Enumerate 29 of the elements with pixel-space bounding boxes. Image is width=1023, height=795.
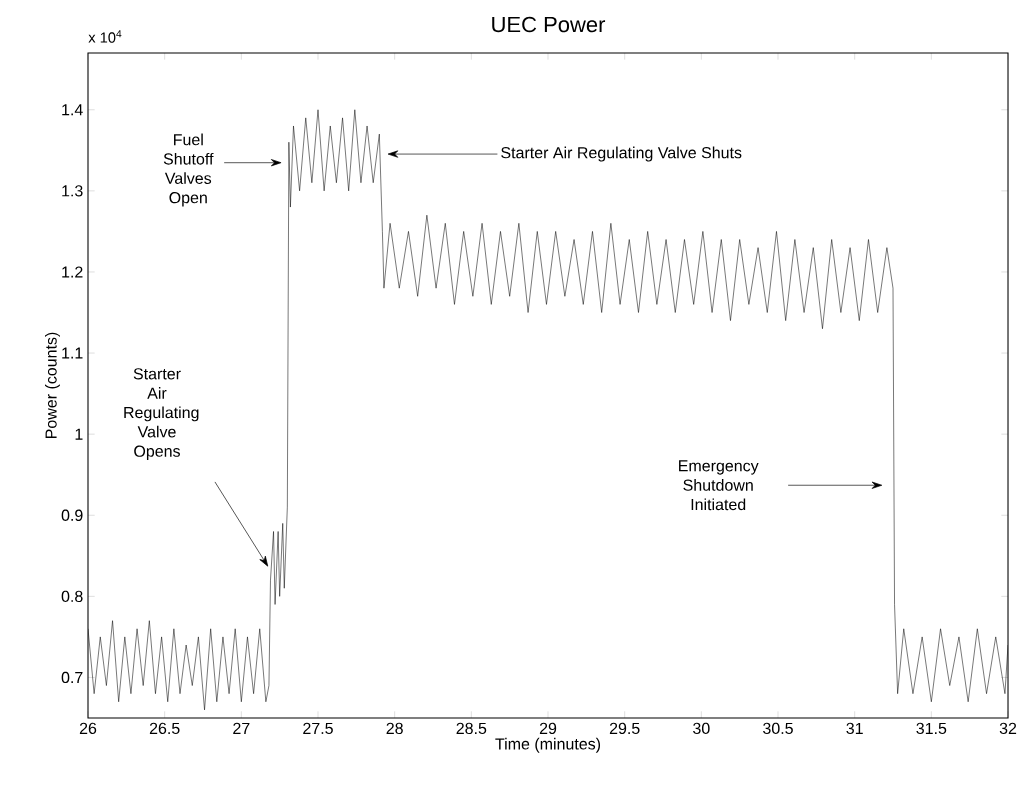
x-tick-label: 26 (79, 722, 97, 735)
y-tick-label: 1.1 (62, 347, 83, 359)
x-tick-label: 32 (999, 722, 1017, 735)
x-tick-label: 28.5 (456, 722, 487, 735)
y-tick-label: 0.8 (61, 590, 83, 603)
annotation: Emergency Shutdown Initiated (679, 460, 759, 511)
y-tick-label: 0.7 (61, 671, 83, 684)
x-tick-label: 30 (693, 722, 710, 735)
x-tick-label: 30.5 (763, 722, 793, 735)
y-tick-label: 0.9 (61, 509, 83, 521)
x-tick-label: 27 (233, 722, 250, 734)
y-tick-label: 1.2 (62, 266, 83, 278)
annotation: Starter Air Regulating Valve Opens (124, 368, 199, 461)
x-tick-label: 26.5 (149, 722, 180, 735)
annotation: Fuel Shutoff Valves Open (163, 133, 214, 207)
y-tick-label: 1.3 (62, 185, 83, 197)
y-tick-label: 1 (75, 428, 83, 440)
x-tick-label: 27.5 (303, 722, 333, 735)
x-tick-label: 29.5 (609, 722, 640, 735)
y-axis-title: Power (counts) (45, 332, 60, 438)
text: x 10$^{4}$ (88, 30, 122, 43)
x-axis-title: Time (minutes) (495, 737, 601, 753)
annotation: Starter Air Regulating Valve Shuts (501, 146, 742, 162)
chart-title: UEC Power (492, 16, 606, 33)
x-tick-label: 29 (539, 722, 557, 735)
y-tick-label: 1.4 (62, 104, 83, 116)
x-tick-label: 31.5 (916, 722, 947, 735)
x-tick-label: 31 (846, 722, 863, 735)
x-tick-label: 28 (386, 722, 403, 735)
